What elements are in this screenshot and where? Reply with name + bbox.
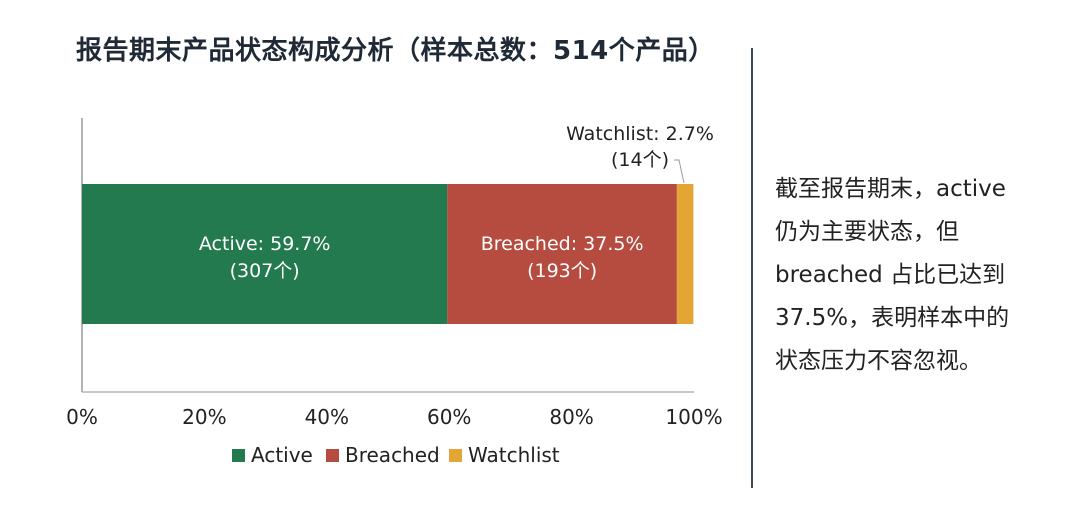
segment-label-breached: Breached: 37.5% bbox=[481, 233, 644, 255]
note-line: 截至报告期末，active bbox=[775, 176, 1006, 202]
note-line: 37.5%，表明样本中的 bbox=[775, 305, 1010, 331]
legend-swatch-watchlist bbox=[449, 448, 462, 462]
segment-label-watchlist: Watchlist: 2.7% bbox=[566, 123, 714, 145]
note-line: breached 占比已达到 bbox=[775, 262, 1006, 288]
legend-swatch-active bbox=[232, 448, 245, 462]
bar-segment-active bbox=[82, 184, 448, 324]
x-tick-label: 80% bbox=[549, 405, 593, 429]
bar-segment-watchlist bbox=[676, 184, 694, 324]
divider bbox=[751, 48, 753, 488]
segment-label-active: Active: 59.7% bbox=[199, 233, 331, 255]
segment-count-active: (307个) bbox=[230, 260, 300, 282]
bar-segment-breached bbox=[447, 184, 677, 324]
x-tick-label: 60% bbox=[427, 405, 471, 429]
segment-count-breached: (193个) bbox=[527, 260, 597, 282]
legend-label-breached: Breached bbox=[345, 443, 440, 467]
legend-item-watchlist: Watchlist bbox=[449, 442, 560, 468]
note-line: 状态压力不容忽视。 bbox=[775, 348, 982, 374]
legend-label-active: Active bbox=[251, 443, 313, 467]
legend-swatch-breached bbox=[326, 448, 339, 462]
x-tick-label: 0% bbox=[66, 405, 98, 429]
legend-item-breached: Breached bbox=[326, 442, 440, 468]
legend-label-watchlist: Watchlist bbox=[468, 443, 560, 467]
stacked-bar-chart: Active: 59.7% (307个) Breached: 37.5% (193个)… bbox=[66, 118, 723, 429]
leader-line-watchlist bbox=[674, 159, 685, 184]
x-tick-label: 40% bbox=[305, 405, 349, 429]
note-line: 仍为主要状态，但 bbox=[775, 219, 959, 245]
bars bbox=[82, 184, 694, 324]
x-tick-label: 100% bbox=[665, 405, 722, 429]
chart-title: 报告期末产品状态构成分析（样本总数：514个产品） bbox=[76, 36, 715, 66]
x-tick-labels: 0% 20% 40% 60% 80% 100% bbox=[66, 405, 722, 429]
segment-labels: Active: 59.7% (307个) Breached: 37.5% (193个)… bbox=[199, 123, 714, 282]
segment-count-watchlist: (14个) bbox=[611, 149, 669, 171]
commentary-note: 截至报告期末，active 仍为主要状态，但 breached 占比已达到 37… bbox=[775, 168, 1045, 383]
legend-item-active: Active bbox=[232, 442, 313, 468]
x-tick-label: 20% bbox=[182, 405, 226, 429]
